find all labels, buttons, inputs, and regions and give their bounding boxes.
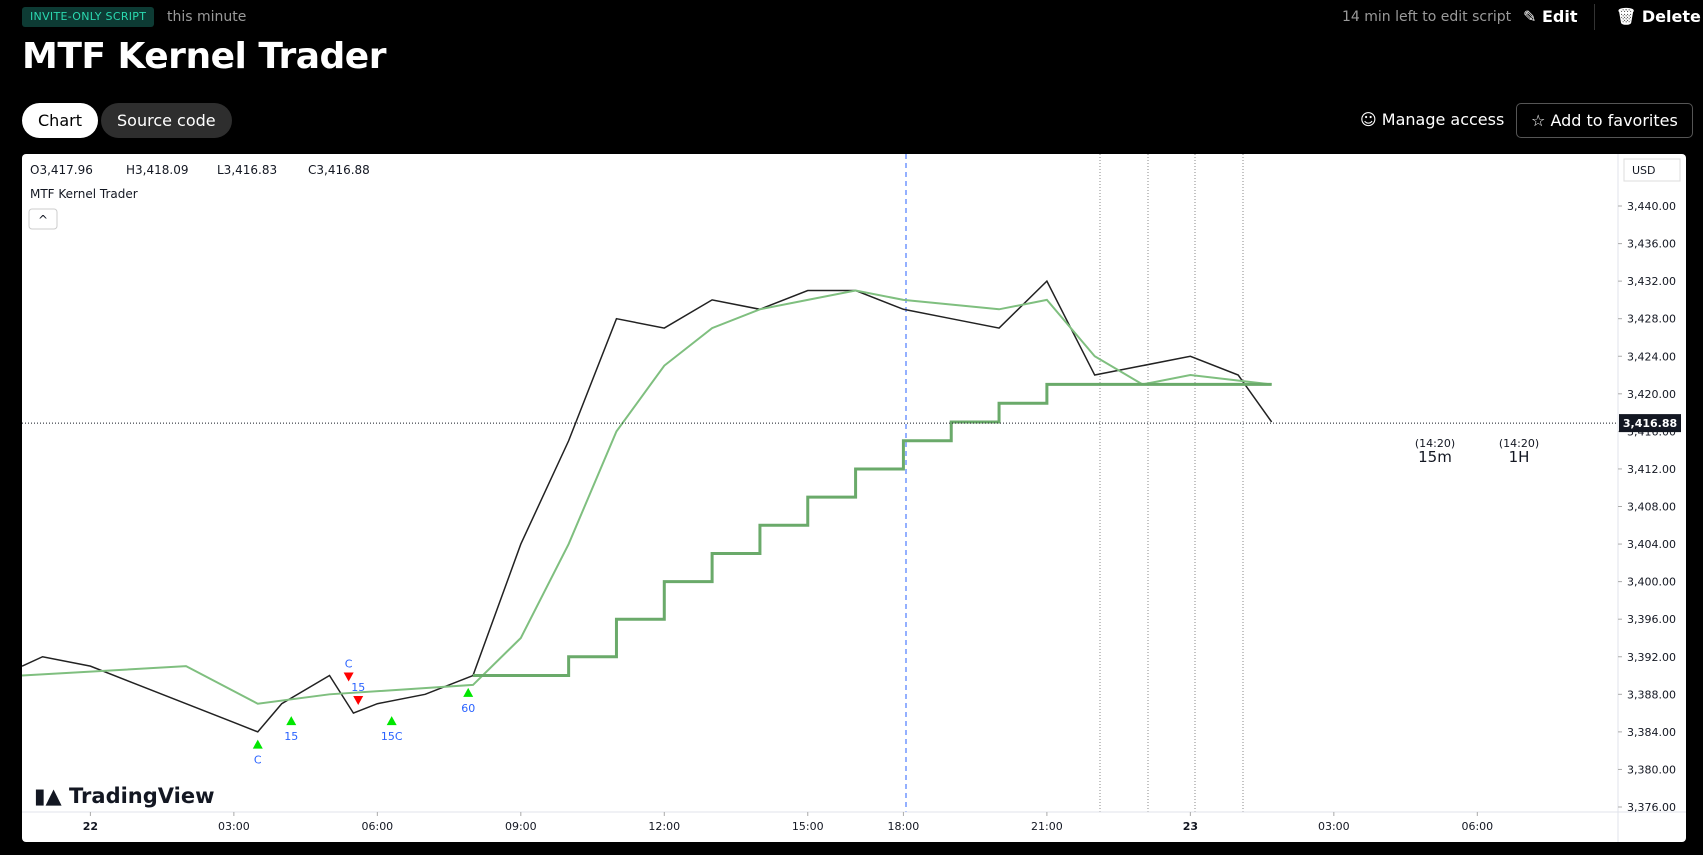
chart: O3,417.96 H3,418.09 L3,416.83 C3,416.88 … xyxy=(22,154,1686,842)
signal xyxy=(343,672,354,682)
y-tick-label: 3,408.00 xyxy=(1627,501,1676,514)
y-tick-label: 3,400.00 xyxy=(1627,576,1676,589)
ohlc-open: O3,417.96 xyxy=(30,163,93,177)
x-tick-label: 03:00 xyxy=(1318,820,1350,833)
signal xyxy=(463,687,474,697)
price-line xyxy=(22,289,1272,705)
currency-box xyxy=(1623,158,1681,182)
tab-chart[interactable]: Chart xyxy=(22,103,98,138)
favorites-label: Add to favorites xyxy=(1550,111,1678,130)
last-price-box xyxy=(1619,414,1681,433)
signal-label: C xyxy=(254,754,262,767)
divider xyxy=(1594,4,1595,30)
y-tick-label: 3,404.00 xyxy=(1627,538,1676,551)
mtf-time: (14:20) xyxy=(1415,437,1455,450)
last-price-label: 3,416.88 xyxy=(1623,417,1677,430)
y-tick-label: 3,396.00 xyxy=(1627,613,1676,626)
x-tick-label: 22 xyxy=(83,820,98,833)
signal-label: 15 xyxy=(351,681,365,694)
y-tick-label: 3,436.00 xyxy=(1627,238,1676,251)
tab-source[interactable]: Source code xyxy=(101,103,232,138)
y-tick-label: 3,432.00 xyxy=(1627,275,1676,288)
y-tick-label: 3,384.00 xyxy=(1627,726,1676,739)
timestamp: this minute xyxy=(167,9,247,25)
y-tick-label: 3,392.00 xyxy=(1627,651,1676,664)
x-tick-label: 06:00 xyxy=(1461,820,1493,833)
delete-button[interactable]: 🗑 Delete xyxy=(1616,7,1701,26)
x-tick-label: 18:00 xyxy=(888,820,920,833)
signal xyxy=(353,696,364,706)
ohlc-low: L3,416.83 xyxy=(217,163,277,177)
collapse-label: ^ xyxy=(38,213,48,227)
x-tick-label: 09:00 xyxy=(505,820,537,833)
y-tick-label: 3,412.00 xyxy=(1627,463,1676,476)
signal-label: C xyxy=(345,658,353,671)
chart-panel: O3,417.96 H3,418.09 L3,416.83 C3,416.88 … xyxy=(22,154,1686,842)
edit-note: 14 min left to edit script xyxy=(1342,9,1512,25)
brand: ▮▲ TradingView xyxy=(34,784,215,808)
delete-label: Delete xyxy=(1641,7,1701,26)
price-line xyxy=(472,382,1272,678)
signal xyxy=(286,716,297,726)
brand-text: TradingView xyxy=(69,784,214,808)
indicator-name: MTF Kernel Trader xyxy=(30,187,138,201)
badge: INVITE-ONLY SCRIPT xyxy=(22,7,155,27)
mtf-time: (14:20) xyxy=(1499,437,1539,450)
signal xyxy=(252,739,263,749)
ohlc-close: C3,416.88 xyxy=(308,163,370,177)
edit-label: Edit xyxy=(1541,7,1578,26)
y-tick-label: 3,424.00 xyxy=(1627,350,1676,363)
x-tick-label: 06:00 xyxy=(361,820,393,833)
y-tick-label: 3,440.00 xyxy=(1627,200,1676,213)
signal-label: 15C xyxy=(381,730,403,743)
mtf-timeframe: 15m xyxy=(1418,448,1452,466)
y-tick-label: 3,380.00 xyxy=(1627,763,1676,776)
manage-access[interactable]: ☺ Manage access xyxy=(1360,110,1505,129)
currency: USD xyxy=(1632,164,1656,177)
x-tick-label: 21:00 xyxy=(1031,820,1063,833)
y-tick-label: 3,376.00 xyxy=(1627,801,1676,814)
y-tick-label: 3,388.00 xyxy=(1627,688,1676,701)
collapse-button[interactable] xyxy=(28,208,58,230)
edit-button[interactable]: ✎ Edit xyxy=(1523,7,1578,26)
ohlc-high: H3,418.09 xyxy=(126,163,188,177)
x-tick-label: 15:00 xyxy=(792,820,824,833)
x-tick-label: 12:00 xyxy=(648,820,680,833)
favorites-button[interactable]: ☆ Add to favorites xyxy=(1516,103,1693,138)
x-tick-label: 03:00 xyxy=(218,820,250,833)
signal-label: 15 xyxy=(284,730,298,743)
y-tick-label: 3,420.00 xyxy=(1627,388,1676,401)
signal-label: 60 xyxy=(461,702,475,715)
signal xyxy=(386,716,397,726)
y-tick-label: 3,428.00 xyxy=(1627,313,1676,326)
x-tick-label: 23 xyxy=(1183,820,1198,833)
manage-label: Manage access xyxy=(1381,110,1505,129)
page-title: MTF Kernel Trader xyxy=(22,36,386,77)
mtf-timeframe: 1H xyxy=(1509,448,1530,466)
price-line xyxy=(22,279,1273,733)
